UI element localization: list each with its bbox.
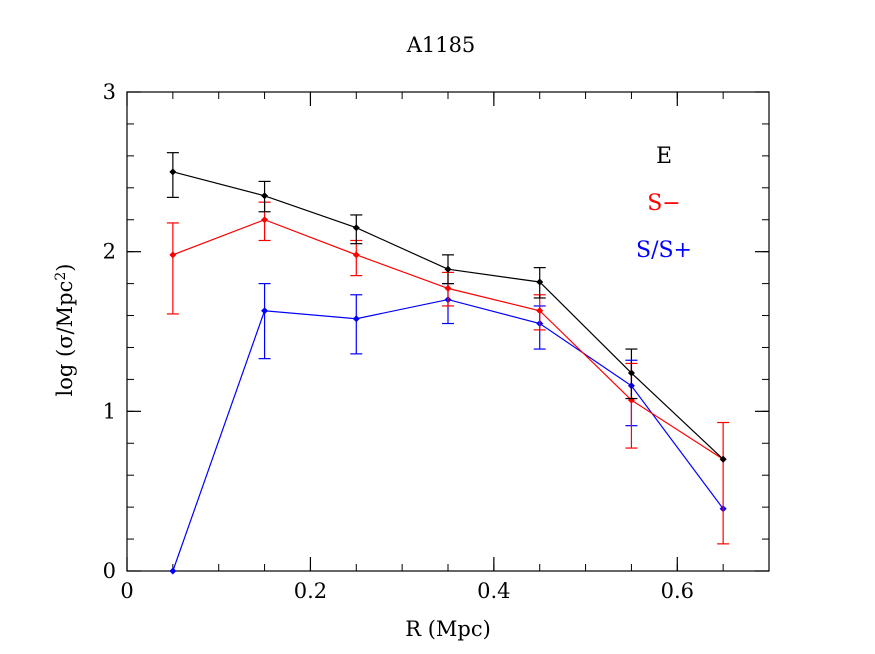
y-tick-label: 1 [103, 399, 116, 423]
data-point [261, 216, 269, 224]
data-point [444, 284, 452, 292]
x-axis-label: R (Mpc) [405, 617, 491, 641]
x-tick-label: 0 [120, 579, 133, 603]
y-axis-label-sup: 2 [53, 272, 69, 281]
data-point [536, 278, 544, 286]
data-point [719, 455, 727, 463]
major-ticks [126, 91, 769, 572]
y-axis-label-suffix: ) [53, 264, 77, 272]
data-point [261, 307, 269, 315]
data-point [261, 192, 269, 200]
data-point [169, 567, 177, 575]
series-0 [166, 152, 727, 463]
x-tick-label: 0.2 [294, 579, 327, 603]
y-tick-label: 2 [103, 240, 116, 264]
legend: E S− S/S+ [636, 144, 692, 263]
plot-area [126, 91, 770, 572]
data-point [444, 265, 452, 273]
y-tick-label: 0 [103, 559, 116, 583]
legend-entry: E [656, 144, 672, 169]
data-point [169, 168, 177, 176]
data-point [536, 307, 544, 315]
minor-ticks [126, 91, 770, 572]
legend-entry: S− [647, 191, 681, 216]
x-tick-label: 0.4 [477, 579, 510, 603]
series-2 [169, 283, 727, 575]
tick-labels: 0 0.2 0.4 0.6 0 1 2 3 [103, 80, 694, 603]
series-line [172, 298, 724, 572]
data-point [352, 315, 360, 323]
data-point [352, 251, 360, 259]
series-layer [166, 152, 730, 575]
data-point [627, 369, 635, 377]
y-axis-label-prefix: log (σ/Mpc [53, 281, 77, 397]
chart-title: A1185 [406, 33, 476, 57]
y-axis-label: log (σ/Mpc2) [53, 264, 77, 397]
plot-frame [126, 91, 770, 572]
data-point [169, 251, 177, 259]
y-tick-label: 3 [103, 80, 116, 104]
x-tick-label: 0.6 [661, 579, 694, 603]
legend-entry: S/S+ [636, 238, 692, 263]
data-point [352, 224, 360, 232]
